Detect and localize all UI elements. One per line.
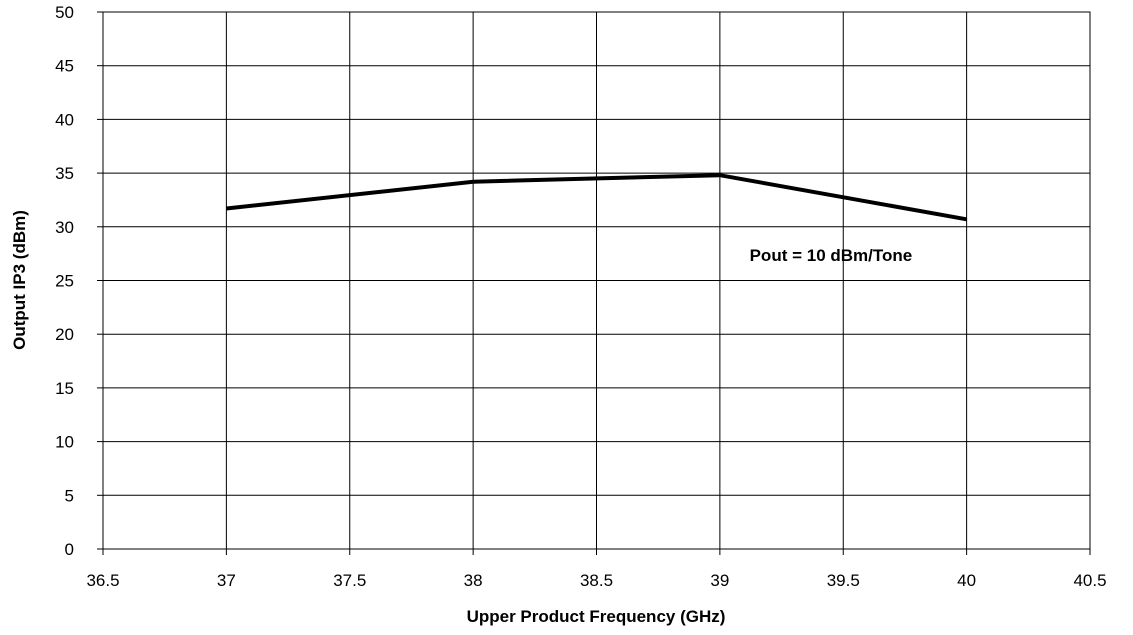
y-tick-label: 40 xyxy=(55,110,74,129)
x-tick-label: 38 xyxy=(464,571,483,590)
y-tick-label: 45 xyxy=(55,57,74,76)
x-tick-label: 39.5 xyxy=(827,571,860,590)
y-axis-label: Output IP3 (dBm) xyxy=(10,210,29,350)
annotation-text: Pout = 10 dBm/Tone xyxy=(750,246,913,265)
y-tick-label: 35 xyxy=(55,164,74,183)
y-tick-label: 5 xyxy=(65,486,74,505)
y-tick-label: 25 xyxy=(55,272,74,291)
x-tick-label: 40 xyxy=(957,571,976,590)
y-tick-label: 10 xyxy=(55,433,74,452)
series-line xyxy=(226,173,967,222)
series-lines xyxy=(226,173,967,222)
y-tick-label: 20 xyxy=(55,325,74,344)
y-tick-label: 30 xyxy=(55,218,74,237)
x-tick-label: 40.5 xyxy=(1073,571,1106,590)
x-tick-label: 37.5 xyxy=(333,571,366,590)
y-tick-label: 15 xyxy=(55,379,74,398)
y-tick-label: 0 xyxy=(65,540,74,559)
tick-labels: 36.5 37 37.5 38 38.5 39 39.5 40 40.5 0 5 10 15 20 25 30… xyxy=(55,3,1106,590)
x-tick-label: 36.5 xyxy=(86,571,119,590)
y-tick-label: 50 xyxy=(55,3,74,22)
x-tick-label: 37 xyxy=(217,571,236,590)
x-tick-label: 38.5 xyxy=(580,571,613,590)
x-tick-label: 39 xyxy=(710,571,729,590)
annotations: Pout = 10 dBm/Tone xyxy=(750,246,913,265)
x-axis-label: Upper Product Frequency (GHz) xyxy=(467,607,726,626)
grid-lines xyxy=(97,11,1091,555)
